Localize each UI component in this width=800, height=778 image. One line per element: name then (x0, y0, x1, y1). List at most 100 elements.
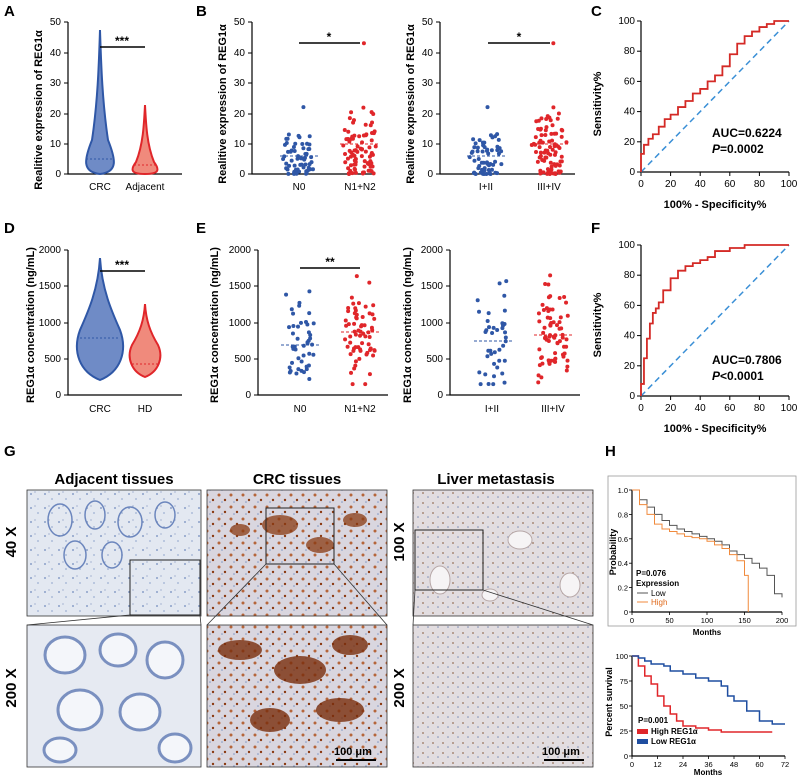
panel-d: REG1α concentration (ng/mL) 0 500 1000 1… (25, 245, 182, 415)
dot-i-ii (482, 168, 487, 173)
dot-n0 (291, 145, 296, 150)
dot-i-ii (496, 137, 501, 142)
dot-n1n2 (362, 159, 367, 164)
dot-n1n2-serum (345, 344, 350, 349)
legend-swatch-low-reg1a (637, 739, 648, 744)
panel-h-top-ytick: 0.6 (618, 535, 628, 544)
panel-b2-ytick-5: 50 (422, 17, 434, 28)
dot-iii-iv (542, 150, 547, 155)
dot-iii-iv (549, 164, 554, 169)
dot-n0 (306, 165, 311, 170)
dot-n1n2 (363, 149, 368, 154)
panel-c-xtick: 20 (665, 179, 677, 190)
panel-letter-a: A (4, 3, 15, 20)
panel-g-row-40x: 40 X (3, 527, 20, 558)
km-line-low-reg1a (632, 655, 785, 725)
dot-n0-serum (304, 364, 309, 369)
dot-i-ii-serum (487, 325, 492, 330)
ihc-liver-zoom-box (414, 529, 484, 591)
dot-i-ii (485, 161, 490, 166)
dot-iii-iv (556, 111, 561, 116)
dot-n0-serum (299, 359, 304, 364)
panel-b2-points-iii-iv (529, 41, 569, 176)
panel-h-bottom-ylabel: Percent survival (604, 667, 614, 737)
panel-b1-yticks: 0 10 20 30 40 50 (234, 17, 252, 180)
dot-iii-iv-serum (548, 273, 553, 278)
dot-n1n2-serum (351, 301, 356, 306)
dot-n0-serum (307, 289, 312, 294)
dot-n1n2 (360, 140, 365, 145)
dot-i-ii-serum (491, 325, 496, 330)
panel-c-xtick: 40 (695, 179, 707, 190)
dot-n1n2-serum (370, 312, 375, 317)
dot-iii-iv (541, 170, 546, 175)
dot-n0-serum (298, 320, 303, 325)
dot-n1n2 (372, 129, 377, 134)
legend-swatch-high-reg1a (637, 729, 648, 734)
panel-b1-ytick-2: 20 (234, 109, 246, 120)
dot-iii-iv-serum (560, 332, 565, 337)
panel-h-top-ylabel: Probability (608, 529, 618, 576)
dot-iii-iv-serum (561, 354, 566, 359)
panel-a-ytick-3: 30 (50, 78, 62, 89)
dot-n1n2-serum (346, 306, 351, 311)
panel-f-ytick: 20 (624, 361, 636, 372)
dot-i-ii (476, 166, 481, 171)
panel-c-ticks: 00 20 20 40 40 60 60 80 80 100 100 (618, 16, 797, 190)
dot-i-ii (476, 157, 481, 162)
panel-h-top-xtick: 0 (630, 616, 634, 625)
panel-e2: REG1α concentration (ng/mL) 0 500 1000 1… (402, 245, 580, 415)
dot-i-ii-serum (502, 308, 507, 313)
panel-e2-points-iii-iv (536, 273, 570, 385)
panel-f-ticks: 00 20 20 40 40 60 60 80 80 100 100 (618, 240, 797, 414)
panel-h-bottom-ytick: 100 (615, 652, 628, 661)
dot-iii-iv-serum (552, 359, 557, 364)
ihc-crc-40x (206, 489, 388, 617)
panel-b1-xtick-n1n2: N1+N2 (344, 182, 376, 193)
dot-i-ii-serum (484, 328, 489, 333)
panel-f-ytick: 80 (624, 270, 636, 281)
panel-f-xtick: 20 (665, 403, 677, 414)
dot-n1n2 (352, 166, 357, 171)
sig-stars-b1: * (327, 30, 332, 44)
dot-n1n2 (360, 171, 365, 176)
dot-i-ii (495, 148, 500, 153)
legend-label-low: Low (651, 589, 666, 598)
panel-h-bottom-xlabel: Months (694, 768, 723, 777)
dot-n1n2-serum (368, 346, 373, 351)
dot-iii-iv (548, 118, 553, 123)
dot-iii-iv-serum (536, 311, 541, 316)
dot-iii-iv-serum (557, 295, 562, 300)
dot-n1n2 (348, 154, 353, 159)
dot-iii-iv-serum (546, 295, 551, 300)
dot-n1n2 (359, 154, 364, 159)
dot-n1n2-serum (353, 308, 358, 313)
dot-n1n2 (352, 153, 357, 158)
panel-g-row-200x-right: 200 X (391, 668, 408, 707)
dot-n1n2-serum (360, 341, 365, 346)
panel-b2-ytick-3: 30 (422, 78, 434, 89)
ihc-adjacent-200x-crypts (42, 632, 193, 764)
panel-h-top-xtick: 200 (776, 616, 789, 625)
dot-n1n2-serum (367, 280, 372, 285)
panel-e2-ytick-0: 0 (437, 390, 443, 401)
dot-n1n2 (362, 164, 367, 169)
dot-i-ii (499, 162, 504, 167)
dot-i-ii-serum (485, 354, 490, 359)
panel-e2-points-i-ii (475, 279, 509, 387)
panel-c-roc-curve (640, 20, 789, 172)
panel-e1-ytick-1: 500 (234, 354, 251, 365)
dot-n1n2 (369, 150, 374, 155)
dot-iii-iv-serum (553, 351, 558, 356)
dot-n1n2-serum (369, 325, 374, 330)
dot-iii-iv-serum (543, 335, 548, 340)
dot-i-ii (472, 158, 477, 163)
dot-n1n2 (370, 120, 375, 125)
dot-iii-iv-serum (536, 373, 541, 378)
panel-h-bottom-ytick: 50 (620, 702, 628, 711)
panel-c-ytick: 100 (618, 16, 635, 27)
panel-b1-points-n1n2 (341, 41, 378, 176)
dot-i-ii (472, 145, 477, 150)
dot-n1n2 (360, 147, 365, 152)
dot-iii-iv-serum (559, 326, 564, 331)
